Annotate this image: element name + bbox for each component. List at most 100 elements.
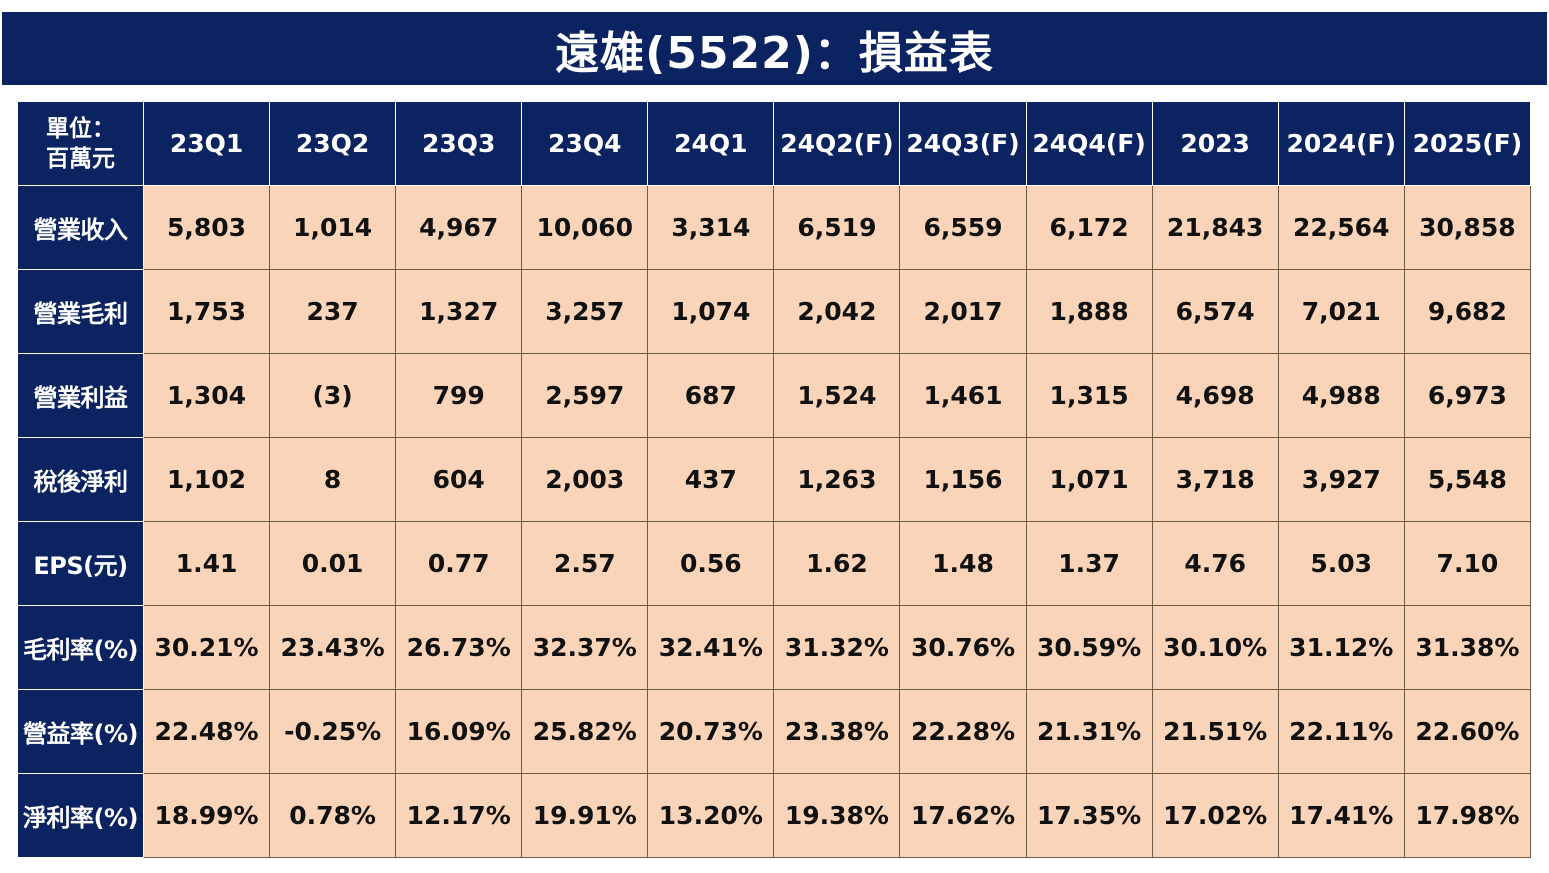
table-row: 稅後淨利 1,102 8 604 2,003 437 1,263 1,156 1,071 3,71… bbox=[17, 437, 1532, 522]
column-header: 2025(F) bbox=[1403, 101, 1532, 186]
table-cell: 3,314 bbox=[647, 185, 775, 270]
table-cell: -0.25% bbox=[269, 689, 397, 774]
table-cell: 22,564 bbox=[1277, 185, 1405, 270]
table-cell: 21.51% bbox=[1151, 689, 1279, 774]
table-cell: 30,858 bbox=[1403, 185, 1532, 270]
column-header: 23Q4 bbox=[521, 101, 649, 186]
row-label: 營業毛利 bbox=[17, 269, 144, 354]
table-cell: 1,014 bbox=[269, 185, 397, 270]
column-header: 23Q3 bbox=[395, 101, 523, 186]
unit-label-line2: 百萬元 bbox=[46, 145, 115, 172]
column-header: 2024(F) bbox=[1277, 101, 1405, 186]
table-cell: 30.21% bbox=[142, 605, 271, 690]
table-row: 營業利益 1,304 (3) 799 2,597 687 1,524 1,461 1,315 4,… bbox=[17, 353, 1532, 438]
table-cell: 18.99% bbox=[142, 773, 271, 858]
table-cell: 687 bbox=[647, 353, 775, 438]
table-cell: 22.11% bbox=[1277, 689, 1405, 774]
table-cell: 1,524 bbox=[773, 353, 901, 438]
table-cell: 3,927 bbox=[1277, 437, 1405, 522]
table-cell: 2.57 bbox=[521, 521, 649, 606]
header-row: 單位： 百萬元 23Q1 23Q2 23Q3 23Q4 24Q1 24Q2(F)… bbox=[17, 101, 1532, 186]
table-cell: 16.09% bbox=[395, 689, 523, 774]
table-row: 營業毛利 1,753 237 1,327 3,257 1,074 2,042 2,017 1,8… bbox=[17, 269, 1532, 354]
table-cell: 5.03 bbox=[1277, 521, 1405, 606]
table-cell: 12.17% bbox=[395, 773, 523, 858]
table-cell: 17.41% bbox=[1277, 773, 1405, 858]
table-cell: 799 bbox=[395, 353, 523, 438]
column-header: 24Q2(F) bbox=[773, 101, 901, 186]
table-cell: 1,071 bbox=[1025, 437, 1153, 522]
table-cell: 604 bbox=[395, 437, 523, 522]
table-cell: 3,718 bbox=[1151, 437, 1279, 522]
table-cell: 10,060 bbox=[521, 185, 649, 270]
table-cell: 6,559 bbox=[899, 185, 1027, 270]
table-cell: 21.31% bbox=[1025, 689, 1153, 774]
table-cell: 0.01 bbox=[269, 521, 397, 606]
table-cell: 1,461 bbox=[899, 353, 1027, 438]
table-cell: 25.82% bbox=[521, 689, 649, 774]
table-cell: 9,682 bbox=[1403, 269, 1532, 354]
column-header: 2023 bbox=[1151, 101, 1279, 186]
row-label: 營業利益 bbox=[17, 353, 144, 438]
column-header: 23Q1 bbox=[142, 101, 271, 186]
table-cell: 1,102 bbox=[142, 437, 271, 522]
income-statement-table: 單位： 百萬元 23Q1 23Q2 23Q3 23Q4 24Q1 24Q2(F)… bbox=[17, 101, 1532, 858]
table-row: 毛利率(%) 30.21% 23.43% 26.73% 32.37% 32.41% 31.3… bbox=[17, 605, 1532, 690]
table-cell: 17.62% bbox=[899, 773, 1027, 858]
table-cell: 13.20% bbox=[647, 773, 775, 858]
table-cell: 0.77 bbox=[395, 521, 523, 606]
table-cell: 6,973 bbox=[1403, 353, 1532, 438]
table-cell: 22.28% bbox=[899, 689, 1027, 774]
page-title: 遠雄(5522)：損益表 bbox=[2, 12, 1547, 85]
row-label: 稅後淨利 bbox=[17, 437, 144, 522]
table-cell: 31.12% bbox=[1277, 605, 1405, 690]
table-cell: 4,698 bbox=[1151, 353, 1279, 438]
table-row: 營益率(%) 22.48% -0.25% 16.09% 25.82% 20.73% 23.3… bbox=[17, 689, 1532, 774]
table-cell: 437 bbox=[647, 437, 775, 522]
row-label: 毛利率(%) bbox=[17, 605, 144, 690]
table-cell: 4,967 bbox=[395, 185, 523, 270]
table-cell: 0.78% bbox=[269, 773, 397, 858]
table-cell: 17.35% bbox=[1025, 773, 1153, 858]
table-cell: 17.02% bbox=[1151, 773, 1279, 858]
table-cell: 237 bbox=[269, 269, 397, 354]
table-row: EPS(元) 1.41 0.01 0.77 2.57 0.56 1.62 1.48 1.37 4.… bbox=[17, 521, 1532, 606]
table-cell: 1,263 bbox=[773, 437, 901, 522]
column-header: 24Q1 bbox=[647, 101, 775, 186]
table-cell: 6,574 bbox=[1151, 269, 1279, 354]
table-cell: 31.38% bbox=[1403, 605, 1532, 690]
table-cell: 4,988 bbox=[1277, 353, 1405, 438]
table-cell: 8 bbox=[269, 437, 397, 522]
row-label: EPS(元) bbox=[17, 521, 144, 606]
table-row: 淨利率(%) 18.99% 0.78% 12.17% 19.91% 13.20% 19.38… bbox=[17, 773, 1532, 858]
table-cell: 30.59% bbox=[1025, 605, 1153, 690]
table-cell: 6,519 bbox=[773, 185, 901, 270]
table-cell: 19.38% bbox=[773, 773, 901, 858]
table-cell: 17.98% bbox=[1403, 773, 1532, 858]
table-cell: 0.56 bbox=[647, 521, 775, 606]
table-cell: 1,304 bbox=[142, 353, 271, 438]
table-cell: 19.91% bbox=[521, 773, 649, 858]
table-cell: 21,843 bbox=[1151, 185, 1279, 270]
table-cell: 1.37 bbox=[1025, 521, 1153, 606]
table-cell: 1,327 bbox=[395, 269, 523, 354]
table-cell: 32.41% bbox=[647, 605, 775, 690]
table-cell: 30.10% bbox=[1151, 605, 1279, 690]
column-header: 24Q4(F) bbox=[1025, 101, 1153, 186]
table-cell: 2,003 bbox=[521, 437, 649, 522]
table-cell: 23.43% bbox=[269, 605, 397, 690]
table-row: 營業收入 5,803 1,014 4,967 10,060 3,314 6,519 6,559… bbox=[17, 185, 1532, 270]
table-cell: 2,597 bbox=[521, 353, 649, 438]
table-cell: 22.48% bbox=[142, 689, 271, 774]
column-header: 23Q2 bbox=[269, 101, 397, 186]
table-cell: 1,753 bbox=[142, 269, 271, 354]
row-label: 營益率(%) bbox=[17, 689, 144, 774]
table-cell: 1.62 bbox=[773, 521, 901, 606]
table-cell: 32.37% bbox=[521, 605, 649, 690]
unit-label-cell: 單位： 百萬元 bbox=[17, 101, 144, 186]
table-cell: 1.48 bbox=[899, 521, 1027, 606]
table-cell: 30.76% bbox=[899, 605, 1027, 690]
table-cell: 1,315 bbox=[1025, 353, 1153, 438]
table-cell: 5,548 bbox=[1403, 437, 1532, 522]
table-cell: 20.73% bbox=[647, 689, 775, 774]
